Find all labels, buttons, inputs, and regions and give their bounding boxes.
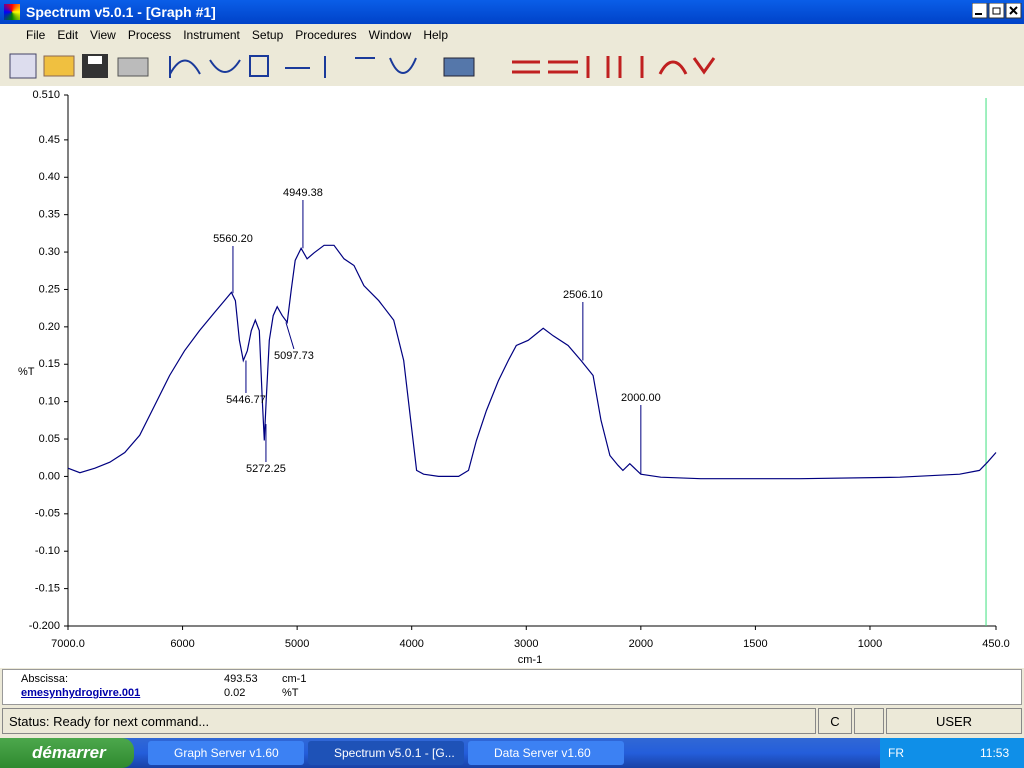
y-tick-label: 0.25	[39, 283, 60, 295]
task-button[interactable]: Spectrum v5.0.1 - [G...	[308, 741, 464, 765]
y-tick-label: -0.05	[35, 508, 60, 520]
task-button[interactable]: Graph Server v1.60	[148, 741, 304, 765]
y-tick-label: 0.20	[39, 321, 60, 333]
window-title: Spectrum v5.0.1 - [Graph #1]	[26, 4, 216, 20]
y-tick-label: 0.10	[39, 396, 60, 408]
menu-item[interactable]: Setup	[251, 28, 284, 42]
status-mode: C	[818, 708, 852, 734]
menu-item[interactable]: Window	[368, 28, 412, 42]
x-tick-label: 7000.0	[51, 638, 85, 650]
status-user: USER	[886, 708, 1022, 734]
file-name[interactable]: emesynhydrogivre.001	[21, 687, 141, 699]
x-tick-label: 3000	[514, 638, 538, 650]
x-tick-label: 1000	[858, 638, 882, 650]
y-tick-label: 0.05	[39, 433, 60, 445]
y-tick-label: -0.200	[29, 620, 60, 632]
x-tick-label: 1500	[743, 638, 767, 650]
menu-bar: File Edit View Process Instrument Setup Proced…	[0, 24, 1024, 46]
clock: 11:53	[980, 746, 1010, 760]
x-axis-label: cm-1	[518, 654, 542, 666]
y-tick-label: 0.45	[39, 134, 60, 146]
x-tick-label: 2000	[629, 638, 653, 650]
peak-label: 5446.77	[226, 394, 266, 406]
y-tick-label: 0.15	[39, 358, 60, 370]
x-unit: cm-1	[282, 673, 307, 685]
spectrum-chart: %T cm-1 0.510 0.45 0.40 0.35 0.30 0.25 0.20 0.1…	[0, 86, 1024, 668]
peak-label: 2506.10	[563, 289, 603, 301]
y-tick-label: -0.15	[35, 583, 60, 595]
spectrum-line	[67, 244, 997, 480]
status-text: Status: Ready for next command...	[2, 708, 816, 734]
x-tick-label: 5000	[285, 638, 309, 650]
menu-item[interactable]: Process	[127, 28, 172, 42]
menu-item[interactable]: File	[26, 28, 46, 42]
x-tick-label: 450.0	[982, 638, 1010, 650]
y-tick-label: 0.35	[39, 209, 60, 221]
app-icon	[4, 4, 20, 20]
y-tick-label: 0.30	[39, 246, 60, 258]
menu-item[interactable]: Help	[423, 28, 448, 42]
window-controls[interactable]	[972, 3, 1022, 21]
peak-label: 5272.25	[246, 463, 286, 475]
peak-label: 5560.20	[213, 233, 253, 245]
status-empty	[854, 708, 884, 734]
ordinate-value: 0.02	[224, 687, 246, 699]
task-button[interactable]: Data Server v1.60	[468, 741, 624, 765]
menu-item[interactable]: Edit	[57, 28, 79, 42]
abscissa-value: 493.53	[224, 673, 258, 685]
menu-item[interactable]: Procedures	[295, 28, 357, 42]
language[interactable]: FR	[888, 746, 904, 760]
peak-marker	[285, 322, 295, 350]
y-tick-label: 0.40	[39, 171, 60, 183]
abscissa-label: Abscissa:	[21, 673, 69, 685]
y-tick-label: -0.10	[35, 545, 60, 557]
peak-label: 5097.73	[274, 350, 314, 362]
status-bar: Status: Ready for next command... C USER	[0, 706, 1024, 736]
y-unit: %T	[282, 687, 299, 699]
system-tray: FR 11:53	[880, 738, 1024, 768]
menu-item[interactable]: Instrument	[183, 28, 240, 42]
start-button[interactable]: démarrer	[0, 738, 134, 768]
info-panel: Abscissa: 493.53 cm-1 emesynhydrogivre.0…	[2, 669, 1022, 705]
x-tick-label: 4000	[399, 638, 423, 650]
taskbar: démarrer Graph Server v1.60 Spectrum v5.0…	[0, 738, 1024, 768]
title-bar: Spectrum v5.0.1 - [Graph #1]	[0, 0, 1024, 24]
y-tick-label: 0.00	[39, 470, 60, 482]
toolbar-icons[interactable]	[0, 46, 1024, 86]
menu-item[interactable]: View	[90, 28, 116, 42]
y-tick-label: 0.510	[32, 89, 60, 101]
peak-label: 2000.00	[621, 392, 661, 404]
toolbar	[0, 46, 1024, 87]
y-axis-label: %T	[18, 366, 35, 378]
peak-label: 4949.38	[283, 187, 323, 199]
x-tick-label: 6000	[170, 638, 194, 650]
